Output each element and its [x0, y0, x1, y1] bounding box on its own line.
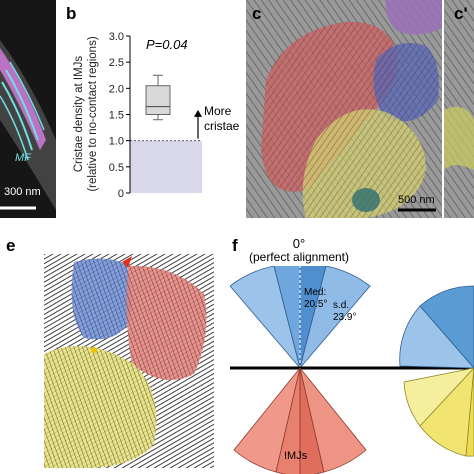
y-tick-label: 2.5: [109, 57, 124, 69]
sd-label: s.d.: [333, 300, 350, 311]
mf-label: MF: [15, 152, 31, 164]
panel-b-chart: 0 0.5 1.0 1.5 2.0 2.5 3.0: [109, 31, 202, 200]
y-tick-label: 0: [118, 188, 124, 200]
panel-b-ylabel: Cristae density at IMJs (relative to no-…: [62, 26, 110, 202]
angle-title: 0°: [292, 236, 306, 251]
box-iqr: [145, 85, 171, 115]
fan-blue-right-wedge: [299, 266, 371, 369]
y-tick-label: 1.0: [109, 136, 124, 148]
sd-value: 23.9°: [333, 312, 357, 323]
more-cristae-label: More cristae: [204, 104, 239, 134]
y-tick-label: 0.5: [109, 162, 124, 174]
panel-f-chart: [230, 266, 474, 474]
panel-c-prime-label: c': [454, 4, 468, 23]
fan-blue-right-group: [399, 305, 474, 369]
panel-c-prime: c': [444, 0, 474, 218]
panel-a-scale-bar-label: 300 nm: [4, 186, 41, 198]
panel-f-label: f: [232, 236, 238, 255]
more-cristae-line2: cristae: [204, 119, 240, 133]
panel-e-image: [44, 254, 214, 468]
panel-e: [44, 254, 214, 468]
arrow-head: [194, 109, 202, 117]
more-cristae-line1: More: [204, 104, 232, 118]
fan-blue-center-left-wedge: [273, 266, 301, 369]
panel-e-label: e: [6, 236, 16, 255]
fan-red-right-wedge: [299, 367, 367, 473]
panel-c-label: c: [252, 4, 262, 23]
panel-a: MF 300 nm: [0, 0, 56, 218]
panel-a-image: [0, 40, 56, 210]
panel-c-image: [246, 0, 442, 218]
panel-b-ylabel-line1: Cristae density at IMJs: [73, 55, 85, 173]
panel-b-label: b: [66, 4, 77, 23]
y-tick-label: 2.0: [109, 83, 124, 95]
med-label: Med:: [304, 287, 327, 298]
imjs-label: IMJs: [284, 450, 308, 462]
panel-c-scale-bar-label: 500 nm: [398, 194, 435, 206]
p-value-label: P=0.04: [146, 37, 188, 52]
angle-subtitle: (perfect alignment): [248, 250, 350, 264]
panel-b-ylabel-line2: (relative to no-contact regions): [87, 36, 99, 192]
panel-c: c 500 nm: [246, 0, 442, 218]
panel-c-prime-image: [444, 0, 474, 218]
fan-red-center-left-wedge: [275, 367, 301, 474]
reference-bar: [130, 140, 202, 193]
y-tick-label: 3.0: [109, 31, 124, 43]
y-tick-label: 1.5: [109, 110, 124, 122]
med-value: 20.5°: [304, 299, 328, 310]
